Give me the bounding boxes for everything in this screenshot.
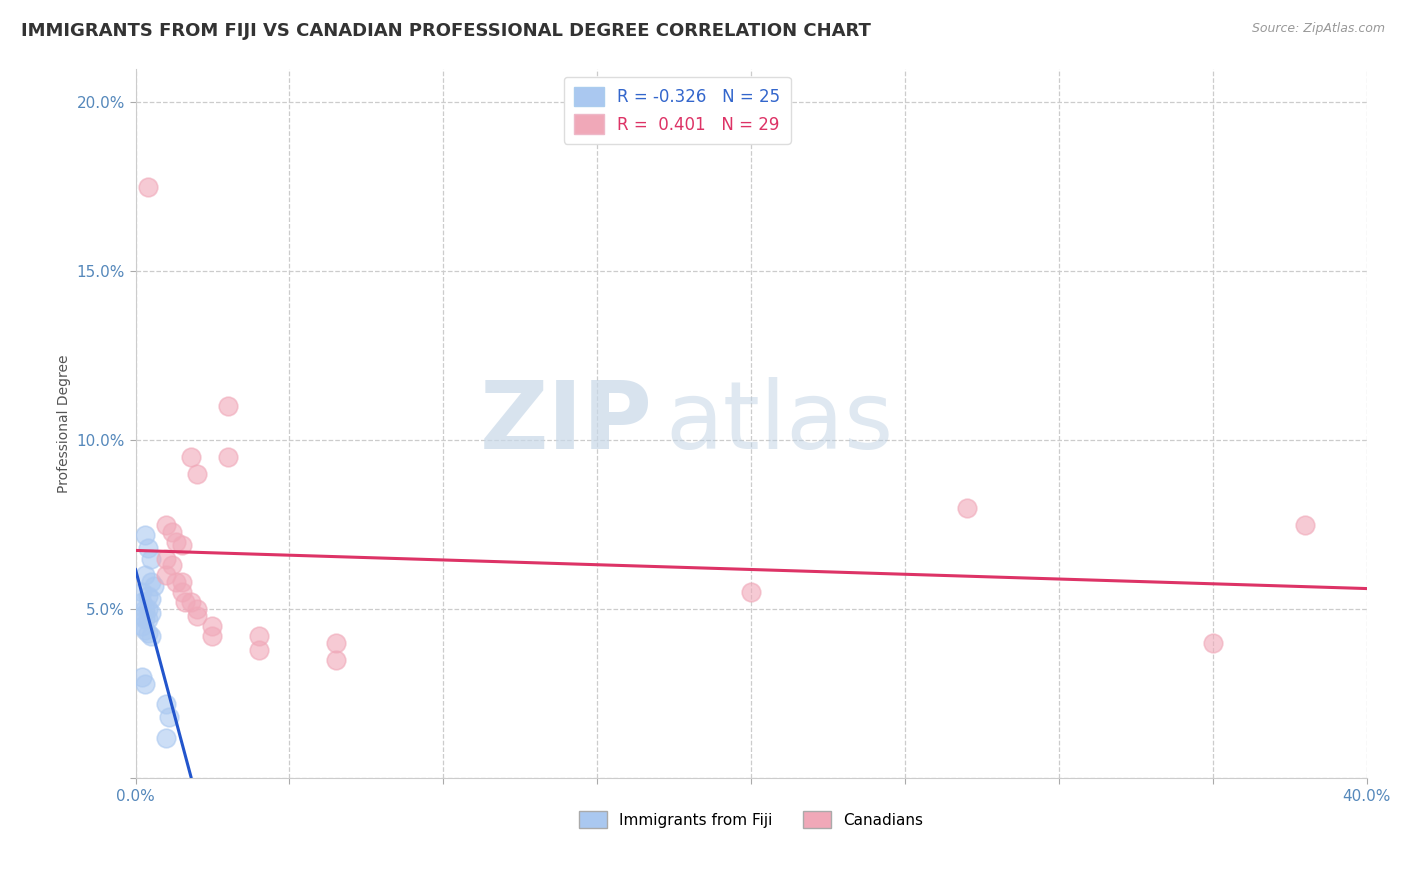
Point: [155, 551, 177, 566]
Point: [136, 179, 159, 194]
Point: [155, 568, 177, 582]
Point: [201, 629, 224, 643]
Point: [134, 568, 156, 582]
Point: [136, 626, 159, 640]
Point: [131, 619, 153, 633]
Point: [143, 578, 166, 592]
Point: [1202, 636, 1225, 650]
Point: [134, 602, 156, 616]
Point: [1294, 517, 1316, 532]
Point: [956, 500, 979, 515]
Point: [131, 609, 153, 624]
Text: ZIP: ZIP: [479, 377, 652, 469]
Point: [136, 602, 159, 616]
Point: [131, 595, 153, 609]
Point: [136, 612, 159, 626]
Point: [131, 670, 153, 684]
Point: [155, 517, 177, 532]
Point: [217, 400, 239, 414]
Point: [180, 595, 202, 609]
Point: [170, 575, 193, 590]
Legend: Immigrants from Fiji, Canadians: Immigrants from Fiji, Canadians: [574, 805, 929, 834]
Point: [170, 585, 193, 599]
Point: [134, 676, 156, 690]
Point: [134, 623, 156, 637]
Point: [139, 551, 162, 566]
Point: [134, 528, 156, 542]
Point: [170, 538, 193, 552]
Point: [139, 592, 162, 607]
Point: [165, 575, 187, 590]
Point: [186, 602, 208, 616]
Point: [134, 612, 156, 626]
Point: [139, 629, 162, 643]
Point: [155, 731, 177, 745]
Point: [157, 710, 180, 724]
Point: [186, 609, 208, 624]
Point: [162, 558, 184, 573]
Point: [136, 589, 159, 603]
Point: [165, 534, 187, 549]
Point: [247, 629, 270, 643]
Point: [155, 697, 177, 711]
Text: Source: ZipAtlas.com: Source: ZipAtlas.com: [1251, 22, 1385, 36]
Text: IMMIGRANTS FROM FIJI VS CANADIAN PROFESSIONAL DEGREE CORRELATION CHART: IMMIGRANTS FROM FIJI VS CANADIAN PROFESS…: [21, 22, 870, 40]
Point: [325, 636, 347, 650]
Y-axis label: Professional Degree: Professional Degree: [58, 354, 72, 492]
Point: [247, 642, 270, 657]
Point: [201, 619, 224, 633]
Point: [186, 467, 208, 481]
Point: [139, 606, 162, 620]
Point: [162, 524, 184, 539]
Point: [131, 585, 153, 599]
Point: [180, 450, 202, 465]
Text: atlas: atlas: [665, 377, 893, 469]
Point: [325, 653, 347, 667]
Point: [740, 585, 762, 599]
Point: [217, 450, 239, 465]
Point: [139, 575, 162, 590]
Point: [136, 541, 159, 556]
Point: [173, 595, 195, 609]
